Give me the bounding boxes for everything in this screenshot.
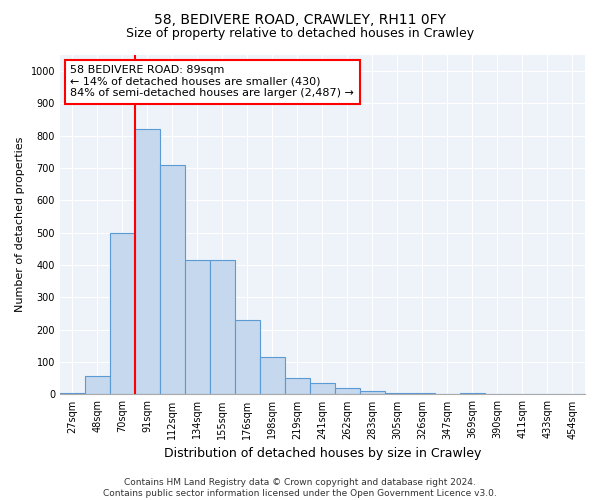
- Bar: [335, 388, 360, 394]
- Text: 58, BEDIVERE ROAD, CRAWLEY, RH11 0FY: 58, BEDIVERE ROAD, CRAWLEY, RH11 0FY: [154, 12, 446, 26]
- Text: 58 BEDIVERE ROAD: 89sqm
← 14% of detached houses are smaller (430)
84% of semi-d: 58 BEDIVERE ROAD: 89sqm ← 14% of detache…: [70, 65, 354, 98]
- Bar: [385, 393, 410, 394]
- Bar: [410, 393, 435, 394]
- Bar: [360, 391, 385, 394]
- Y-axis label: Number of detached properties: Number of detached properties: [15, 137, 25, 312]
- Bar: [460, 393, 485, 394]
- X-axis label: Distribution of detached houses by size in Crawley: Distribution of detached houses by size …: [164, 447, 481, 460]
- Bar: [260, 358, 285, 395]
- Text: Size of property relative to detached houses in Crawley: Size of property relative to detached ho…: [126, 28, 474, 40]
- Bar: [135, 130, 160, 394]
- Bar: [210, 260, 235, 394]
- Bar: [185, 260, 210, 394]
- Bar: [85, 376, 110, 394]
- Bar: [235, 320, 260, 394]
- Bar: [60, 393, 85, 394]
- Bar: [285, 378, 310, 394]
- Bar: [160, 165, 185, 394]
- Bar: [110, 233, 135, 394]
- Text: Contains HM Land Registry data © Crown copyright and database right 2024.
Contai: Contains HM Land Registry data © Crown c…: [103, 478, 497, 498]
- Bar: [310, 383, 335, 394]
